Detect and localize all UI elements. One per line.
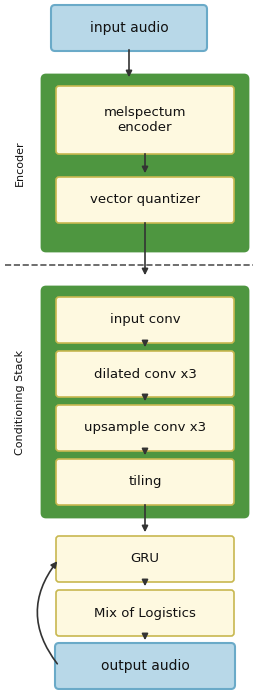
FancyBboxPatch shape [42,75,248,251]
Text: Mix of Logistics: Mix of Logistics [94,607,196,620]
FancyBboxPatch shape [56,351,234,397]
Text: upsample conv x3: upsample conv x3 [84,422,206,435]
Text: Encoder: Encoder [15,140,25,186]
Text: output audio: output audio [101,659,189,673]
Text: dilated conv x3: dilated conv x3 [94,368,196,380]
Text: Conditioning Stack: Conditioning Stack [15,349,25,455]
Text: tiling: tiling [128,475,162,489]
Text: input audio: input audio [90,21,168,35]
Text: input conv: input conv [110,313,180,326]
FancyBboxPatch shape [56,405,234,451]
FancyBboxPatch shape [56,297,234,343]
FancyBboxPatch shape [56,459,234,505]
FancyBboxPatch shape [56,177,234,223]
FancyBboxPatch shape [42,287,248,517]
FancyBboxPatch shape [56,590,234,636]
FancyBboxPatch shape [56,536,234,582]
FancyBboxPatch shape [55,643,235,689]
Text: melspectum
encoder: melspectum encoder [104,106,186,134]
FancyBboxPatch shape [51,5,207,51]
FancyBboxPatch shape [56,86,234,154]
Text: GRU: GRU [131,553,159,566]
Text: vector quantizer: vector quantizer [90,193,200,206]
